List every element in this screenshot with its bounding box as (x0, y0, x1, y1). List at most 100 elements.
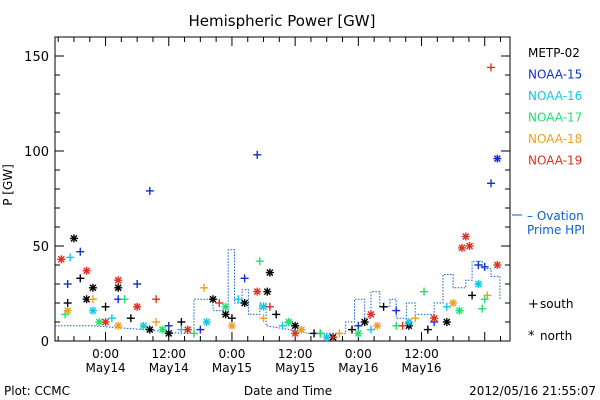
north-marker (57, 255, 66, 264)
north-marker (158, 325, 167, 334)
marker-stroke (373, 322, 381, 330)
north-marker (114, 276, 123, 285)
north-marker (240, 299, 249, 307)
north-marker (227, 321, 236, 330)
marker-stroke (114, 276, 122, 284)
south-marker (120, 295, 129, 304)
north-marker (139, 321, 148, 330)
south-legend-symbol: + (528, 297, 539, 312)
marker-stroke (222, 310, 230, 318)
south-marker (76, 274, 85, 283)
north-marker (259, 302, 268, 311)
south-marker (398, 321, 407, 330)
marker-stroke (266, 269, 274, 277)
north-marker (457, 243, 466, 252)
marker-stroke (253, 288, 261, 296)
marker-stroke (361, 318, 369, 326)
south-marker (468, 291, 477, 300)
footer-left: Plot: CCMC (4, 384, 70, 398)
marker-stroke (133, 303, 141, 311)
north-marker (493, 154, 502, 163)
marker-stroke (354, 329, 362, 337)
north-marker (82, 266, 91, 275)
north-marker (208, 295, 217, 304)
marker-stroke (474, 280, 482, 288)
south-marker (480, 262, 489, 271)
x-tick-date-label: May15 (275, 361, 315, 375)
north-marker (265, 268, 274, 277)
north-marker (221, 302, 230, 311)
north-marker (404, 318, 413, 326)
south-marker (366, 325, 375, 334)
north-marker (465, 242, 474, 250)
x-axis-label: Date and Time (244, 384, 332, 398)
north-marker (442, 318, 451, 326)
north-marker (366, 310, 375, 319)
x-tick-label: 0:00 (345, 347, 372, 361)
marker-stroke (291, 329, 299, 337)
marker-stroke (146, 326, 154, 334)
south-marker (255, 257, 264, 266)
marker-stroke (291, 322, 299, 330)
north-marker (474, 280, 483, 288)
south-marker (335, 329, 344, 338)
north-marker (461, 232, 470, 241)
marker-stroke (430, 314, 438, 322)
marker-stroke (95, 318, 103, 326)
marker-stroke (285, 318, 293, 326)
north-marker (430, 314, 439, 323)
legend-entry: NOAA-17 (528, 111, 582, 125)
legend: METP-02 NOAA-15 NOAA-16 NOAA-17 NOAA-18 NOAA-… (512, 46, 585, 344)
marker-stroke (228, 322, 236, 330)
x-tick-date-label: May16 (401, 361, 441, 375)
north-marker (114, 321, 123, 330)
south-marker (420, 287, 429, 296)
south-marker (164, 321, 173, 330)
x-tick-label: 0:00 (92, 347, 119, 361)
marker-stroke (165, 329, 173, 337)
north-marker (449, 299, 458, 307)
y-axis: 0 50 100 150 (24, 36, 510, 350)
legend-entry: NOAA-16 (528, 89, 582, 103)
marker-stroke (158, 326, 166, 334)
south-legend-label: south (540, 297, 574, 311)
north-marker (69, 234, 78, 243)
marker-stroke (443, 318, 451, 326)
north-marker (145, 325, 154, 334)
ovation-prime-hpi-line (55, 249, 501, 334)
north-marker (95, 318, 104, 326)
marker-stroke (458, 244, 466, 252)
x-tick-label: 12:00 (151, 347, 186, 361)
north-marker (82, 295, 91, 304)
marker-stroke (83, 267, 91, 275)
north-marker (360, 318, 369, 326)
marker-stroke (139, 322, 147, 330)
south-marker (379, 302, 388, 311)
marker-stroke (241, 299, 249, 307)
north-marker (455, 306, 464, 315)
north-marker (183, 325, 192, 334)
south-marker (145, 186, 154, 195)
marker-stroke (70, 234, 78, 242)
marker-stroke (89, 284, 97, 292)
north-legend-label: north (540, 329, 572, 343)
north-marker (114, 283, 123, 292)
marker-stroke (222, 303, 230, 311)
south-marker (66, 253, 75, 262)
south-marker (474, 261, 483, 269)
marker-stroke (405, 318, 413, 326)
north-marker (263, 287, 272, 296)
legend-entry: NOAA-18 (528, 132, 582, 146)
south-marker (329, 333, 338, 342)
footer-right: 2012/05/16 21:55:07 (469, 384, 596, 398)
x-tick-label: 0:00 (218, 347, 245, 361)
plot-frame (54, 36, 511, 342)
south-marker (107, 314, 116, 323)
south-marker (316, 329, 325, 338)
y-tick-label: 50 (32, 240, 49, 255)
marker-stroke (449, 299, 457, 307)
south-marker (177, 318, 186, 326)
marker-stroke (102, 318, 110, 326)
ovation-hpi-line (55, 249, 501, 334)
